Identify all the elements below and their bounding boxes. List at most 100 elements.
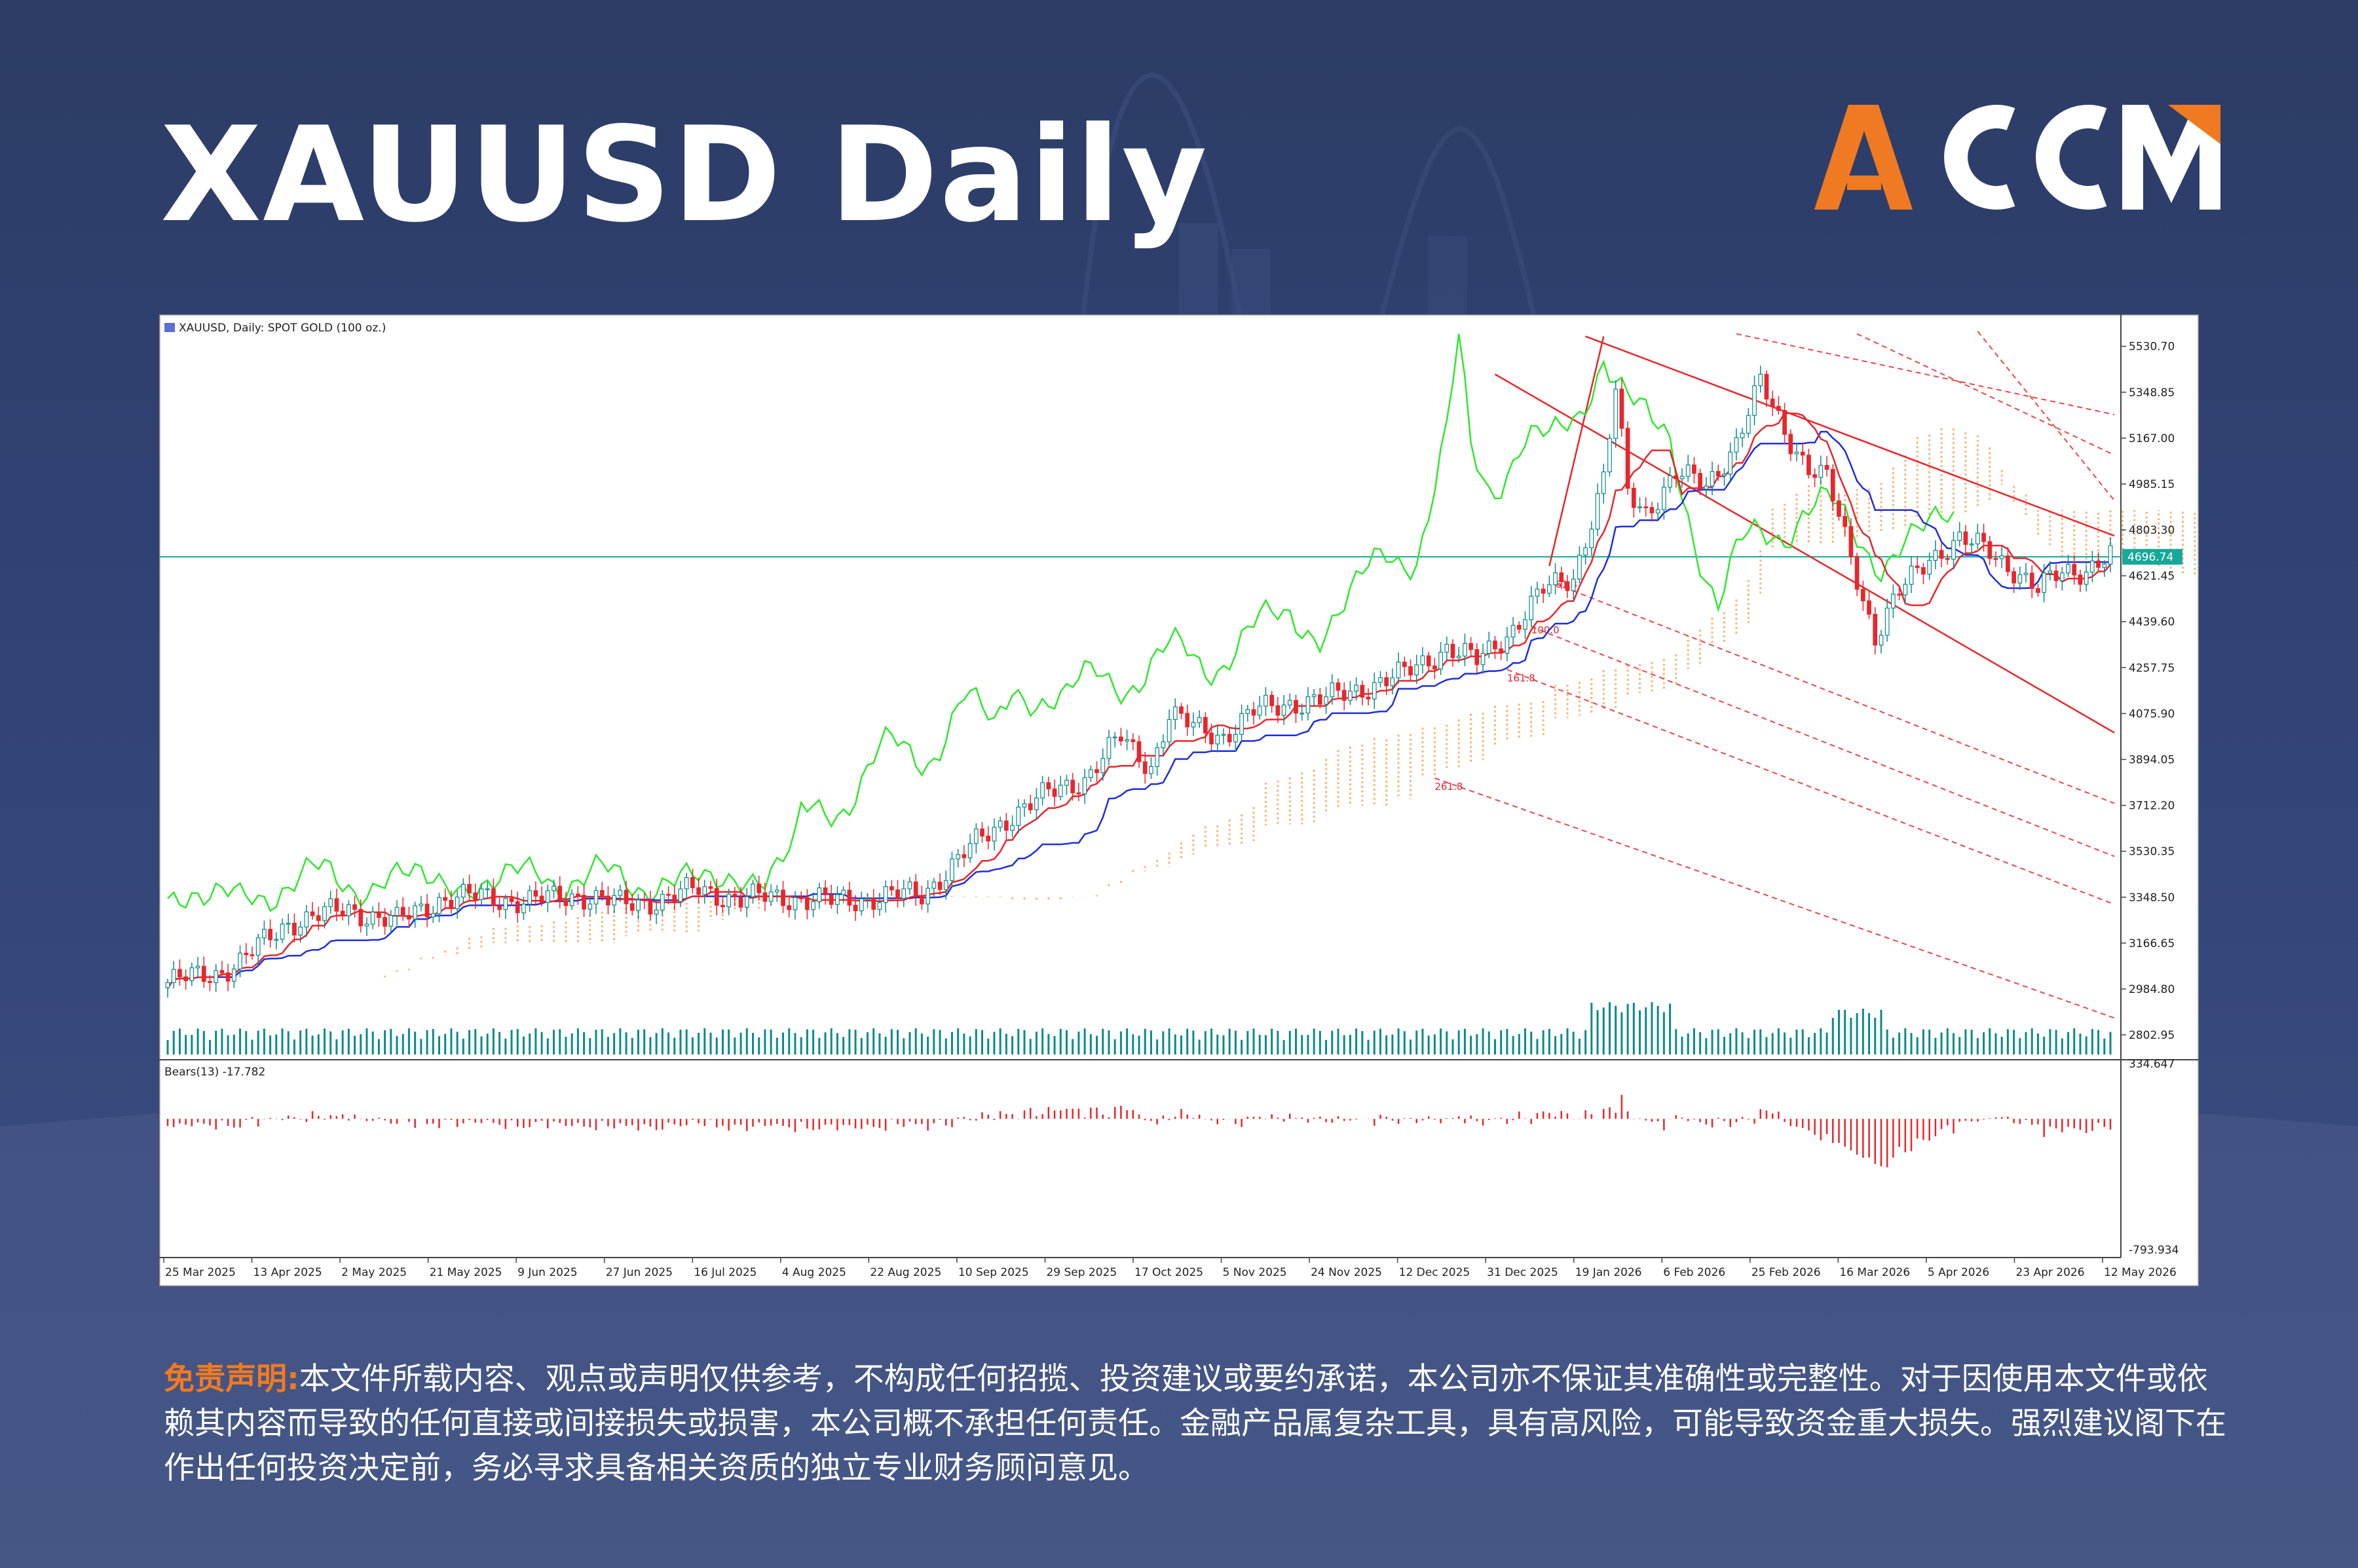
candle-body — [388, 915, 394, 927]
candle-body — [430, 913, 436, 918]
candle-body — [1662, 487, 1666, 510]
candle-body — [377, 911, 381, 918]
candle-body — [449, 899, 454, 909]
candle-body — [1040, 782, 1045, 798]
candle-body — [1728, 451, 1733, 475]
candle-body — [1770, 398, 1775, 407]
candle-body — [1631, 487, 1636, 508]
time-tick-label: 24 Nov 2025 — [1311, 1266, 1382, 1279]
candle-body — [1022, 803, 1027, 808]
candle-body — [588, 903, 593, 910]
candle-body — [455, 896, 460, 909]
candle-body — [1469, 643, 1473, 650]
candle-body — [183, 976, 188, 981]
candle-body — [1891, 593, 1896, 608]
time-tick-label: 31 Dec 2025 — [1487, 1266, 1558, 1279]
candle-body — [178, 969, 182, 978]
price-tick-label: 5348.85 — [2129, 386, 2175, 400]
price-tick-label: 2802.95 — [2129, 1029, 2175, 1042]
candle-body — [1046, 782, 1051, 790]
candle-body — [1203, 717, 1208, 734]
candle-body — [1414, 664, 1419, 676]
candle-body — [1076, 792, 1081, 794]
candle-body — [2072, 564, 2077, 576]
candle-body — [798, 897, 804, 899]
candle-body — [696, 887, 701, 895]
candle-body — [1523, 619, 1527, 630]
candle-body — [1161, 741, 1166, 749]
candle-body — [2084, 571, 2089, 585]
price-tick-label: 4803.30 — [2129, 524, 2175, 537]
candle-body — [304, 911, 309, 928]
candle-body — [1601, 471, 1606, 495]
candle-body — [231, 968, 236, 982]
candle-body — [1402, 662, 1407, 667]
candle-body — [400, 906, 405, 916]
candle-body — [1613, 388, 1619, 439]
candle-body — [1172, 706, 1178, 720]
candle-body — [1800, 451, 1805, 456]
candle-body — [708, 886, 713, 889]
candle-body — [1643, 506, 1649, 508]
candle-body — [636, 899, 641, 911]
candle-body — [557, 886, 563, 902]
time-axis: 25 Mar 2025 13 Apr 2025 2 May 2025 21 May 2… — [163, 1258, 2177, 1279]
candle-body — [569, 893, 574, 906]
candle-body — [1957, 531, 1962, 541]
candle-body — [1269, 694, 1275, 707]
candle-body — [1227, 734, 1232, 743]
candle-body — [2090, 560, 2095, 573]
candle-body — [907, 881, 912, 889]
candle-body — [274, 939, 279, 941]
candle-body — [1499, 648, 1504, 654]
candle-body — [2059, 572, 2065, 582]
price-tick-label: 4439.60 — [2129, 616, 2175, 629]
candle-body — [1275, 705, 1281, 716]
candle-body — [2078, 574, 2083, 585]
time-tick-label: 29 Sep 2025 — [1046, 1266, 1117, 1279]
candle-body — [1854, 556, 1860, 590]
candle-body — [678, 888, 683, 902]
candle-body — [328, 898, 333, 907]
candles — [165, 365, 2113, 998]
page-title: XAUUSD Daily — [160, 99, 1208, 252]
candle-body — [1546, 584, 1552, 594]
candle-body — [2108, 545, 2113, 565]
candle-body — [358, 908, 364, 927]
fibo-level-line — [1434, 777, 2115, 1019]
price-tick-label: 4621.45 — [2129, 570, 2175, 583]
candle-body — [515, 901, 520, 914]
candle-body — [1679, 476, 1685, 479]
candle-body — [1674, 475, 1679, 479]
candle-body — [943, 880, 948, 890]
disclaimer: 免责声明:本文件所载内容、观点或声明仅供参考，不构成任何招揽、投资建议或要约承诺… — [164, 1357, 2227, 1491]
candle-body — [1565, 581, 1570, 591]
candle-body — [1595, 493, 1600, 530]
candle-body — [1119, 736, 1123, 741]
candle-body — [1975, 532, 1980, 545]
candle-body — [1305, 696, 1311, 714]
candle-body — [654, 909, 659, 915]
candle-body — [1474, 649, 1480, 665]
candle-body — [2066, 564, 2070, 574]
candle-body — [859, 898, 864, 912]
candle-body — [1535, 588, 1540, 597]
candle-body — [606, 895, 610, 906]
candle-body — [1981, 532, 1986, 542]
candle-body — [998, 820, 1003, 828]
candle-body — [648, 900, 653, 915]
candle-body — [521, 903, 526, 914]
candle-body — [340, 910, 345, 916]
candle-body — [1317, 694, 1322, 705]
fibo-level-line — [1856, 333, 2115, 456]
candle-body — [1294, 700, 1298, 714]
candle-body — [1951, 540, 1956, 560]
candle-body — [262, 929, 267, 939]
candle-body — [937, 882, 943, 890]
candle-body — [762, 892, 768, 902]
candle-body — [1818, 464, 1824, 478]
candle-body — [883, 886, 888, 903]
candle-body — [473, 892, 478, 901]
candle-body — [244, 952, 249, 956]
candle-body — [1149, 766, 1153, 774]
